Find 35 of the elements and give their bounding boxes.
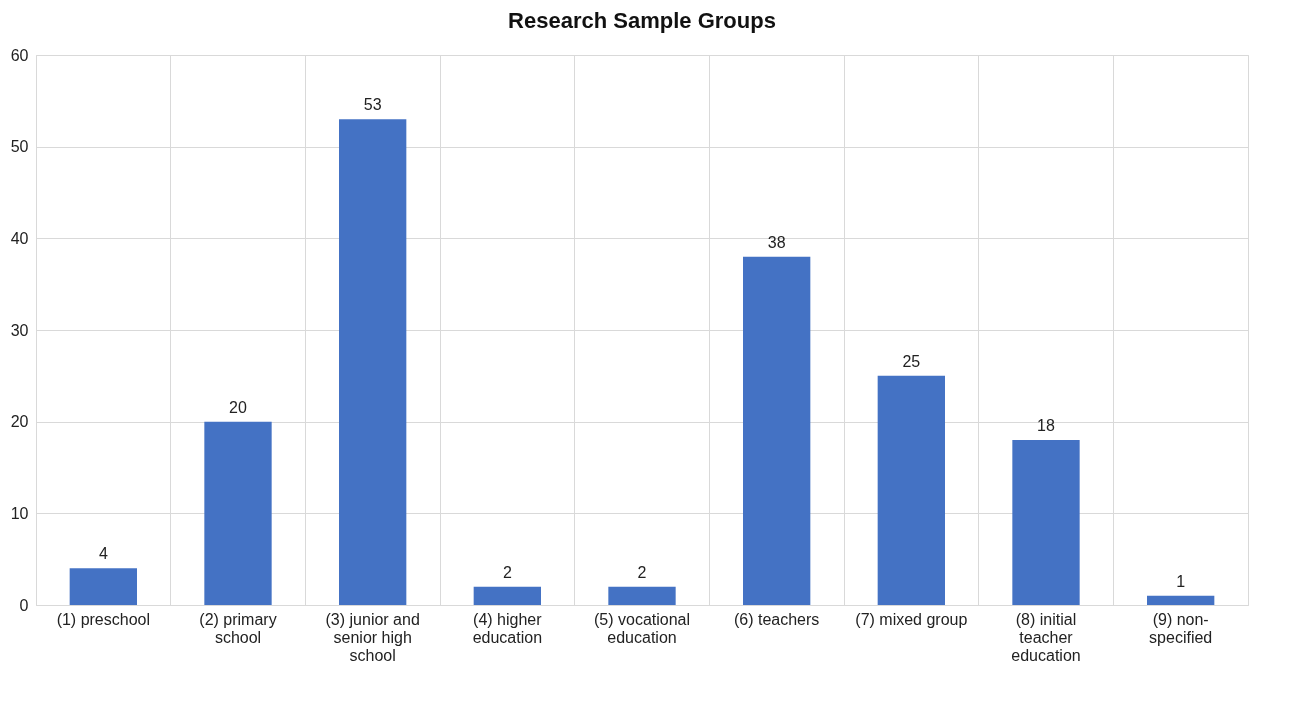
data-label: 4 xyxy=(98,545,108,563)
x-tick-label: (4) higher education xyxy=(472,610,543,646)
x-tick-label: (3) junior and senior high school xyxy=(325,610,420,664)
y-tick-label: 50 xyxy=(10,138,29,156)
x-tick-label: (7) mixed group xyxy=(855,610,968,628)
y-tick-label: 10 xyxy=(10,504,29,522)
y-tick-label: 30 xyxy=(10,321,29,339)
bar xyxy=(339,119,407,605)
bar xyxy=(743,256,811,605)
data-label: 20 xyxy=(229,398,247,416)
data-label: 53 xyxy=(363,96,382,114)
y-tick-label: 60 xyxy=(10,46,29,64)
bar xyxy=(1012,440,1080,605)
x-tick-label: (1) preschool xyxy=(56,610,151,628)
data-label: 38 xyxy=(767,233,786,251)
bar xyxy=(204,421,272,605)
y-tick-label: 40 xyxy=(10,229,29,247)
chart-title: Research Sample Groups xyxy=(508,8,776,33)
x-tick-label: (2) primary school xyxy=(199,610,277,646)
x-tick-label: (9) non-specified xyxy=(1149,610,1213,646)
data-label: 18 xyxy=(1037,417,1055,434)
data-label: 25 xyxy=(902,352,921,370)
bar xyxy=(1147,595,1215,605)
x-tick-label: (8) initial teacher education xyxy=(1011,610,1081,664)
bar xyxy=(877,375,945,605)
data-label: 2 xyxy=(502,563,512,581)
bar xyxy=(608,586,676,605)
y-tick-label: 20 xyxy=(10,413,29,431)
data-label: 1 xyxy=(1176,572,1186,590)
x-tick-label: (5) vocational education xyxy=(593,610,691,646)
bar xyxy=(473,586,541,605)
data-label: 2 xyxy=(637,563,647,581)
x-tick-label: (6) teachers xyxy=(733,610,820,628)
bar xyxy=(69,568,137,605)
y-tick-label: 0 xyxy=(19,596,29,614)
